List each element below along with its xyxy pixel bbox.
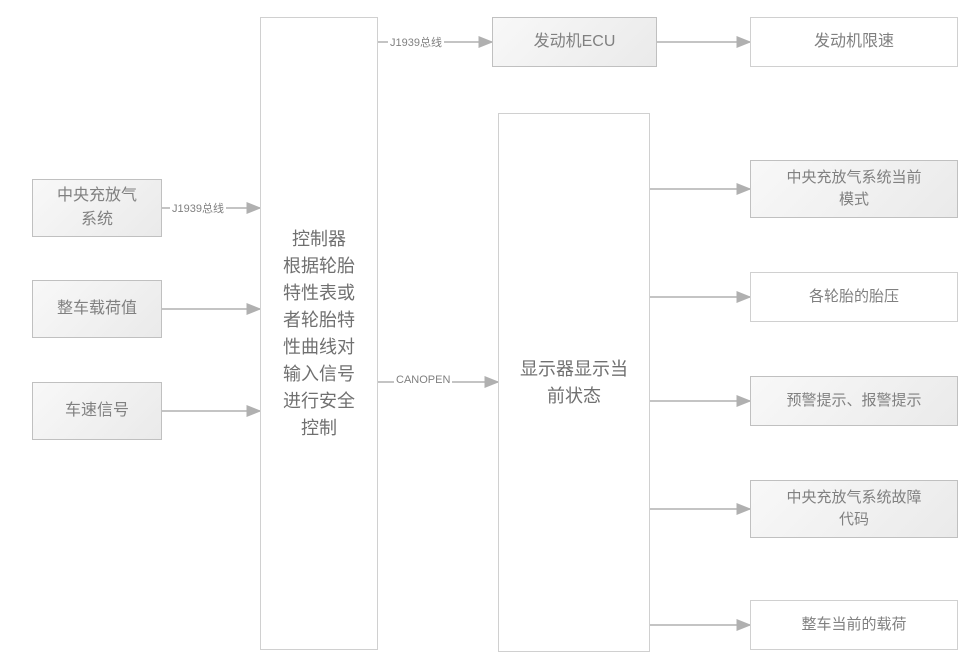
- node-engine_limit: 发动机限速: [750, 17, 958, 67]
- node-input1: 中央充放气 系统: [32, 179, 162, 237]
- edge-label-e6: CANOPEN: [394, 374, 452, 386]
- node-ecu: 发动机ECU: [492, 17, 657, 67]
- edge-label-e1: J1939总线: [170, 200, 226, 216]
- edge-label-e4: J1939总线: [388, 34, 444, 50]
- node-input2: 整车载荷值: [32, 280, 162, 338]
- node-out3: 预警提示、报警提示: [750, 376, 958, 426]
- node-out1: 中央充放气系统当前 模式: [750, 160, 958, 218]
- node-display: 显示器显示当 前状态: [498, 113, 650, 652]
- node-out2: 各轮胎的胎压: [750, 272, 958, 322]
- node-out4: 中央充放气系统故障 代码: [750, 480, 958, 538]
- node-controller: 控制器 根据轮胎 特性表或 者轮胎特 性曲线对 输入信号 进行安全 控制: [260, 17, 378, 650]
- node-input3: 车速信号: [32, 382, 162, 440]
- node-out5: 整车当前的载荷: [750, 600, 958, 650]
